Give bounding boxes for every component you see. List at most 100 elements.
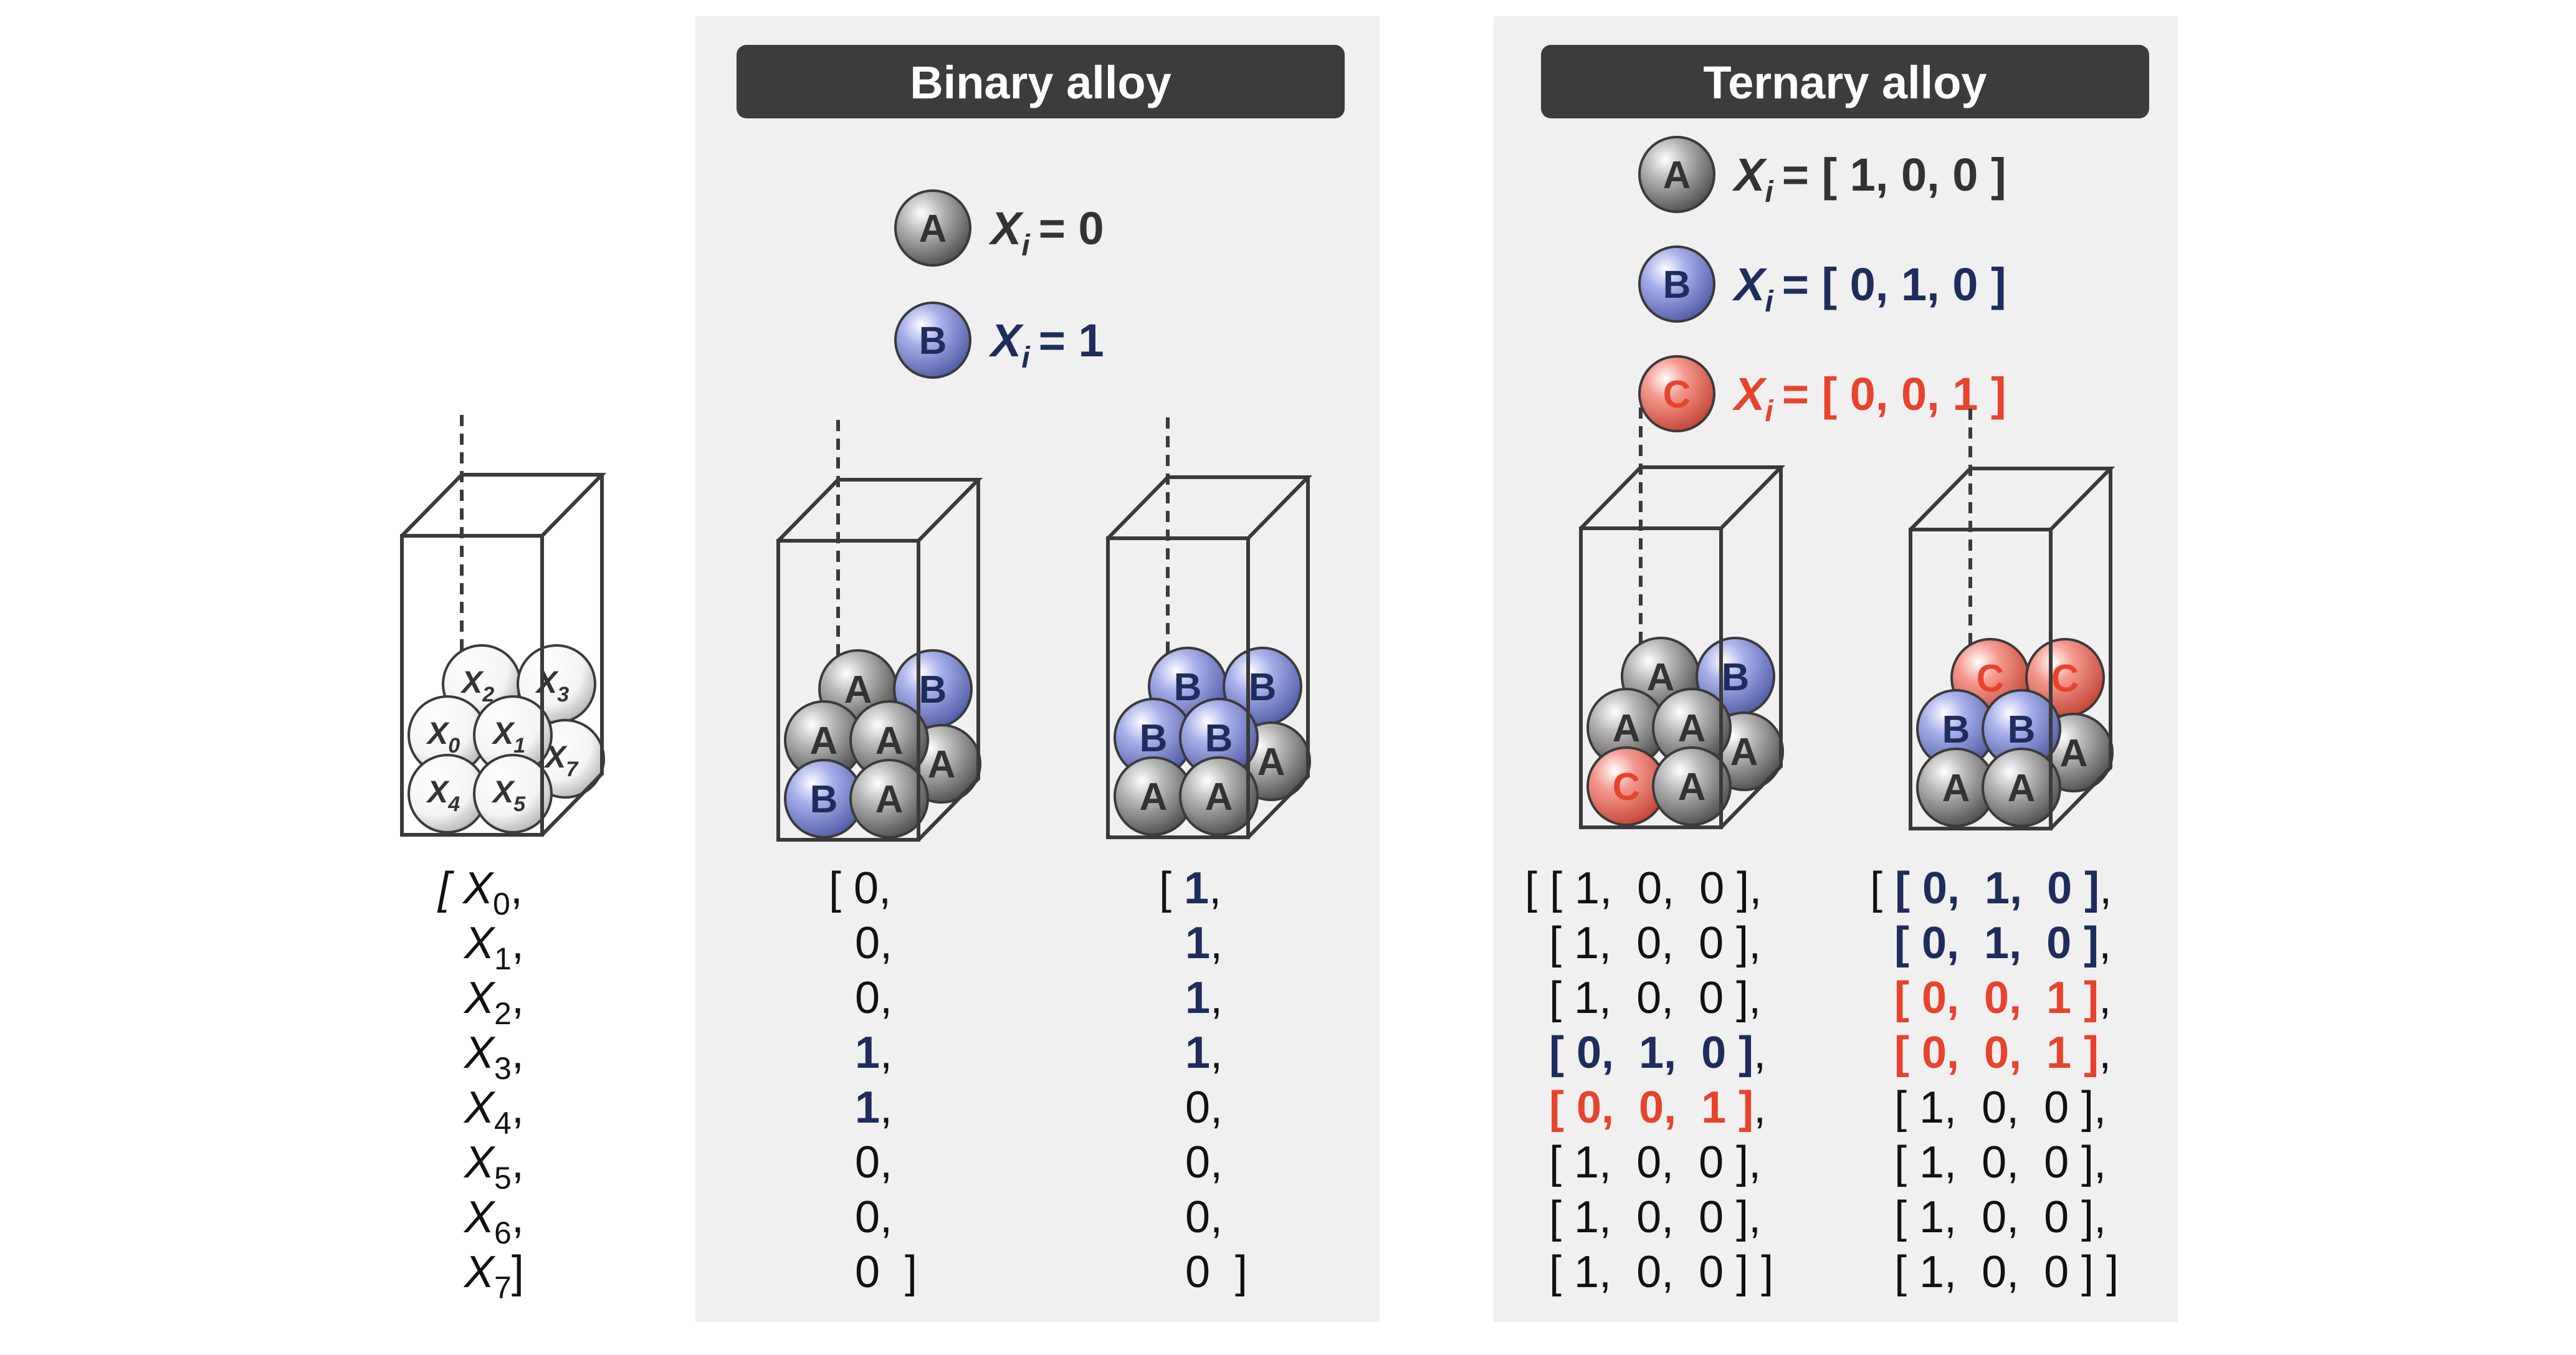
ternary_legend-atom-c-label: C (1663, 373, 1691, 416)
binary-title-bar (737, 45, 1345, 118)
front-face (1579, 526, 1723, 829)
vector-generic-row: [ X0, (437, 863, 523, 921)
ternary_legend-atom-a-sphere (1638, 136, 1715, 213)
top-face (1579, 465, 1786, 530)
ternary_legend-eq-a: Xi = [ 1, 0, 0 ] (1732, 149, 2006, 209)
vector-ternary2-row: [ 0, 0, 1 ], (1894, 973, 2111, 1023)
cell-binary2-front-atom-label: B (1140, 717, 1168, 760)
vector-ternary1-row: [ 1, 0, 0 ], (1549, 1192, 1761, 1242)
cell-binary2-front-atom-label: B (1205, 717, 1233, 760)
cell-ternary1-front-atom-label: A (1678, 707, 1706, 750)
ternary_legend-eq-c: Xi = [ 0, 0, 1 ] (1732, 368, 2006, 428)
ternary_legend-atom-a-label: A (1663, 154, 1691, 197)
cell-binary2-back-atom-label: B (1174, 666, 1202, 709)
binary_legend-atom-b: B (894, 302, 971, 379)
cell-binary1-front-atom-label: A (875, 778, 904, 821)
vector-ternary1-row: [ 1, 0, 0 ] ] (1549, 1247, 1773, 1297)
cell-binary1-back-atom-label: A (844, 668, 872, 711)
unit-cell-binary1: A BAA AB A (776, 420, 983, 842)
vector-binary1-row: 0, (855, 973, 892, 1023)
cell-binary2-front-atom: A (1179, 756, 1259, 836)
cell-generic-back-atom-label: X2 (460, 665, 494, 706)
cell-ternary1-front-atom-sphere (1652, 746, 1732, 826)
top-face (776, 478, 983, 543)
binary_legend-atom-a-label: A (919, 207, 947, 250)
vector-binary1-row: 0, (855, 1138, 892, 1187)
vector-generic-row: X7] (463, 1247, 524, 1305)
vector-ternary2-row: [ 1, 0, 0 ] ] (1894, 1247, 2119, 1297)
vector-ternary2-row: [ [ 0, 1, 0 ], (1870, 863, 2112, 913)
cell-ternary1-front-atom: C (1586, 746, 1666, 826)
binary_legend-atom-b-label: B (919, 320, 947, 363)
side-face (917, 480, 980, 842)
vector-ternary1-row: [ 1, 0, 0 ], (1549, 918, 1761, 968)
cell-ternary1-back-atom-label: B (1722, 656, 1750, 699)
binary_legend-eq-a: Xi = 0 (988, 202, 1104, 262)
vector-ternary2: [ [ 0, 1, 0 ],[ 0, 1, 0 ],[ 0, 0, 1 ],[ … (1870, 863, 2119, 1297)
cell-binary1-front-atom: A (849, 700, 929, 780)
ternary_legend-c: C Xi = [ 0, 0, 1 ] (1638, 355, 2006, 432)
binary_legend-atom-a: A (894, 189, 971, 267)
cell-ternary2-back-atom: C (2025, 638, 2105, 718)
vector-ternary1-row: [ 0, 0, 1 ], (1549, 1083, 1766, 1133)
front-face (776, 539, 920, 842)
vector-generic: [ X0,X1,X2,X3,X4,X5,X6,X7] (437, 863, 524, 1305)
vector-generic-row: X3, (463, 1028, 524, 1086)
binary_legend-b: B Xi = 1 (894, 302, 1104, 379)
cell-ternary1-front-atom: A (1652, 746, 1732, 826)
cell-ternary2-front-atom: A (1982, 748, 2061, 827)
cell-ternary2-front-atom-sphere (1982, 748, 2061, 827)
cell-ternary2-front-atom: B (1982, 689, 2061, 769)
cell-generic-front-atom-label: X1 (491, 716, 525, 758)
unit-cell-ternary1: A BAA AC A (1579, 407, 1786, 829)
vector-generic-row: X1, (463, 918, 524, 976)
binary_legend-atom-a-sphere (894, 189, 971, 267)
side-face (2049, 468, 2112, 830)
vector-ternary2-row: [ 1, 0, 0 ], (1894, 1138, 2106, 1187)
vector-ternary2-row: [ 0, 1, 0 ], (1894, 918, 2111, 968)
cell-binary1-front-atom: A (784, 700, 864, 780)
vector-binary2-row: 1, (1185, 1028, 1223, 1078)
cell-binary1-front-atom-label: B (810, 778, 838, 821)
vector-generic-row: X4, (463, 1083, 524, 1141)
vector-binary2-row: 0 ] (1185, 1247, 1247, 1297)
cell-generic-front-atom-label: X5 (491, 774, 526, 816)
cell-generic-front-atom: X5 (473, 754, 553, 834)
vector-binary1-row: 0, (855, 918, 892, 968)
cell-ternary2-back-atom-label: C (1977, 657, 2005, 700)
cell-ternary2-back-atom-label: A (2060, 732, 2088, 775)
vector-ternary1-row: [ 1, 0, 0 ], (1549, 973, 1761, 1023)
cell-ternary2-front-atom-label: B (1942, 708, 1970, 751)
vector-generic-row: X5, (463, 1138, 524, 1196)
binary-title: Binary alloy (910, 57, 1171, 108)
unit-cell-binary2: B BAB BA A (1106, 417, 1313, 839)
vector-ternary1-row: [ 1, 0, 0 ], (1549, 1138, 1761, 1187)
cell-ternary2-front-atom-label: A (2008, 767, 2036, 810)
binary_legend-a: A Xi = 0 (894, 189, 1104, 267)
vector-binary1-row: 0 ] (855, 1247, 917, 1297)
top-face (1106, 475, 1313, 540)
cell-binary2-front-atom-label: A (1140, 776, 1168, 819)
vector-ternary2-row: [ 0, 0, 1 ], (1894, 1028, 2111, 1078)
top-face (400, 473, 607, 538)
ternary-title-bar (1541, 45, 2149, 118)
vector-binary2-row: [ 1, (1159, 863, 1221, 913)
top-face (1909, 467, 2116, 531)
vector-binary2-row: 1, (1185, 973, 1223, 1023)
cell-ternary2-front-atom-label: B (2008, 708, 2036, 751)
side-face (1246, 477, 1310, 839)
ternary_legend-atom-c-sphere (1638, 355, 1715, 432)
cell-ternary1-front-atom-label: C (1613, 766, 1641, 809)
binary_legend-eq-b: Xi = 1 (988, 315, 1104, 374)
front-face (1909, 528, 2053, 830)
cell-binary2-back-atom-label: B (1249, 666, 1277, 709)
cell-ternary1-front-atom-label: A (1678, 766, 1706, 809)
vector-generic-row: X6, (463, 1192, 524, 1250)
cell-generic-front-atom-label: X4 (426, 774, 460, 816)
cell-binary2-front-atom-label: A (1205, 776, 1233, 819)
vector-ternary2-row: [ 1, 0, 0 ], (1894, 1083, 2106, 1133)
cell-binary2-front-atom: B (1179, 698, 1259, 777)
vector-ternary2-row: [ 1, 0, 0 ], (1894, 1192, 2106, 1242)
